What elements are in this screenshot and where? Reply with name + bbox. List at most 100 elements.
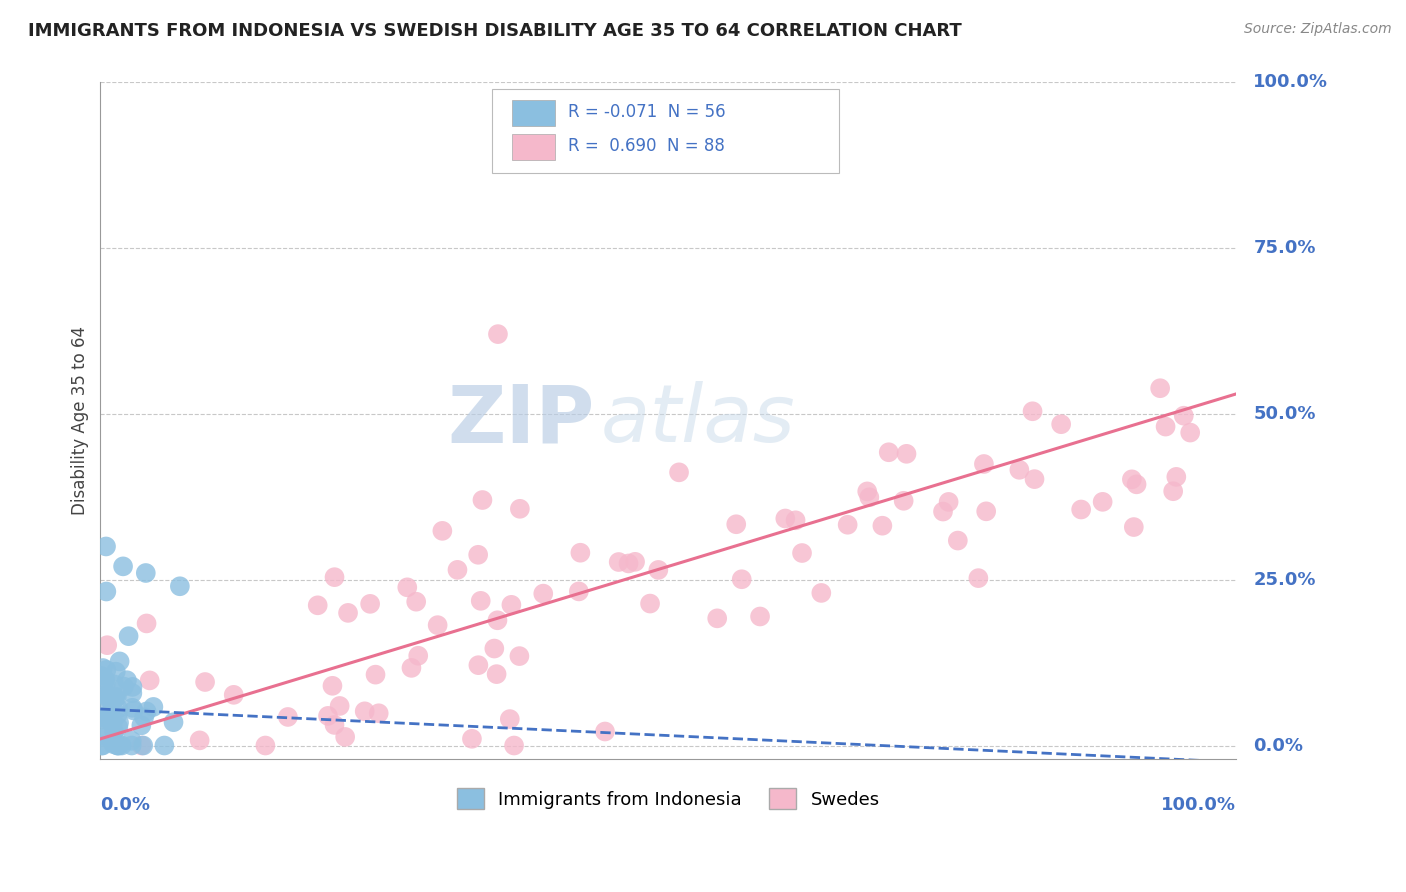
Point [624,555,647,569]
Point [108,654,131,668]
Point [138,673,160,688]
Point [406,648,429,663]
Point [946,533,969,548]
Point [142,699,165,714]
Point [96,663,118,677]
Point [593,724,616,739]
Point [117,629,139,643]
Point [432,524,454,538]
Text: atlas: atlas [600,382,794,459]
Point [121,680,143,694]
Point [467,658,489,673]
Point [607,555,630,569]
Point [1021,404,1043,418]
Text: 0.0%: 0.0% [1253,737,1303,755]
Point [364,667,387,681]
Point [132,739,155,753]
Point [470,594,492,608]
Point [401,661,423,675]
Point [877,445,900,459]
Point [1180,425,1202,440]
Point [131,739,153,753]
Point [484,641,506,656]
Text: R = -0.071  N = 56: R = -0.071 N = 56 [568,103,725,121]
Point [96,584,118,599]
Point [790,546,813,560]
Point [316,709,339,723]
Point [169,579,191,593]
Point [103,677,125,691]
Point [91,712,114,726]
Point [97,688,120,702]
Point [333,730,356,744]
Point [486,327,509,342]
Point [461,731,484,746]
Point [569,546,592,560]
Point [503,739,526,753]
Point [103,724,125,739]
Point [111,739,134,753]
Point [426,618,449,632]
Point [396,580,419,594]
Point [135,616,157,631]
Text: 50.0%: 50.0% [1253,405,1316,423]
Point [96,710,118,724]
Point [1173,409,1195,423]
Point [471,493,494,508]
Point [725,517,748,532]
Point [775,511,797,525]
FancyBboxPatch shape [492,88,839,173]
Point [856,484,879,499]
Text: 100.0%: 100.0% [1253,73,1329,91]
Point [810,586,832,600]
Point [932,504,955,518]
Point [485,667,508,681]
Point [1161,484,1184,499]
Point [107,701,129,715]
Text: 75.0%: 75.0% [1253,239,1316,257]
Point [872,518,894,533]
Point [509,501,531,516]
Point [499,712,522,726]
Text: ZIP: ZIP [447,382,595,459]
Point [353,704,375,718]
Text: IMMIGRANTS FROM INDONESIA VS SWEDISH DISABILITY AGE 35 TO 64 CORRELATION CHART: IMMIGRANTS FROM INDONESIA VS SWEDISH DIS… [28,22,962,40]
Point [467,548,489,562]
Point [104,665,127,679]
Point [1166,470,1188,484]
Point [97,690,120,705]
Point [1122,520,1144,534]
Point [1121,472,1143,486]
Text: 25.0%: 25.0% [1253,571,1316,589]
Point [107,739,129,753]
Point [98,698,121,712]
Point [91,725,114,739]
Point [104,691,127,706]
Point [90,739,112,753]
Point [321,679,343,693]
Point [104,691,127,706]
Point [501,598,523,612]
Point [1024,472,1046,486]
Point [194,675,217,690]
Point [1149,381,1171,395]
Point [1125,477,1147,491]
Point [531,586,554,600]
Point [162,715,184,730]
Point [103,737,125,751]
Point [938,495,960,509]
Text: 0.0%: 0.0% [100,796,150,814]
Point [90,669,112,683]
Point [617,557,640,571]
Point [122,703,145,717]
Point [508,649,530,664]
Point [96,638,118,652]
Text: R =  0.690  N = 88: R = 0.690 N = 88 [568,137,725,155]
Point [837,517,859,532]
Text: Source: ZipAtlas.com: Source: ZipAtlas.com [1244,22,1392,37]
Point [94,677,117,691]
Point [731,572,754,586]
Point [153,739,176,753]
Point [1070,502,1092,516]
Point [131,718,153,732]
